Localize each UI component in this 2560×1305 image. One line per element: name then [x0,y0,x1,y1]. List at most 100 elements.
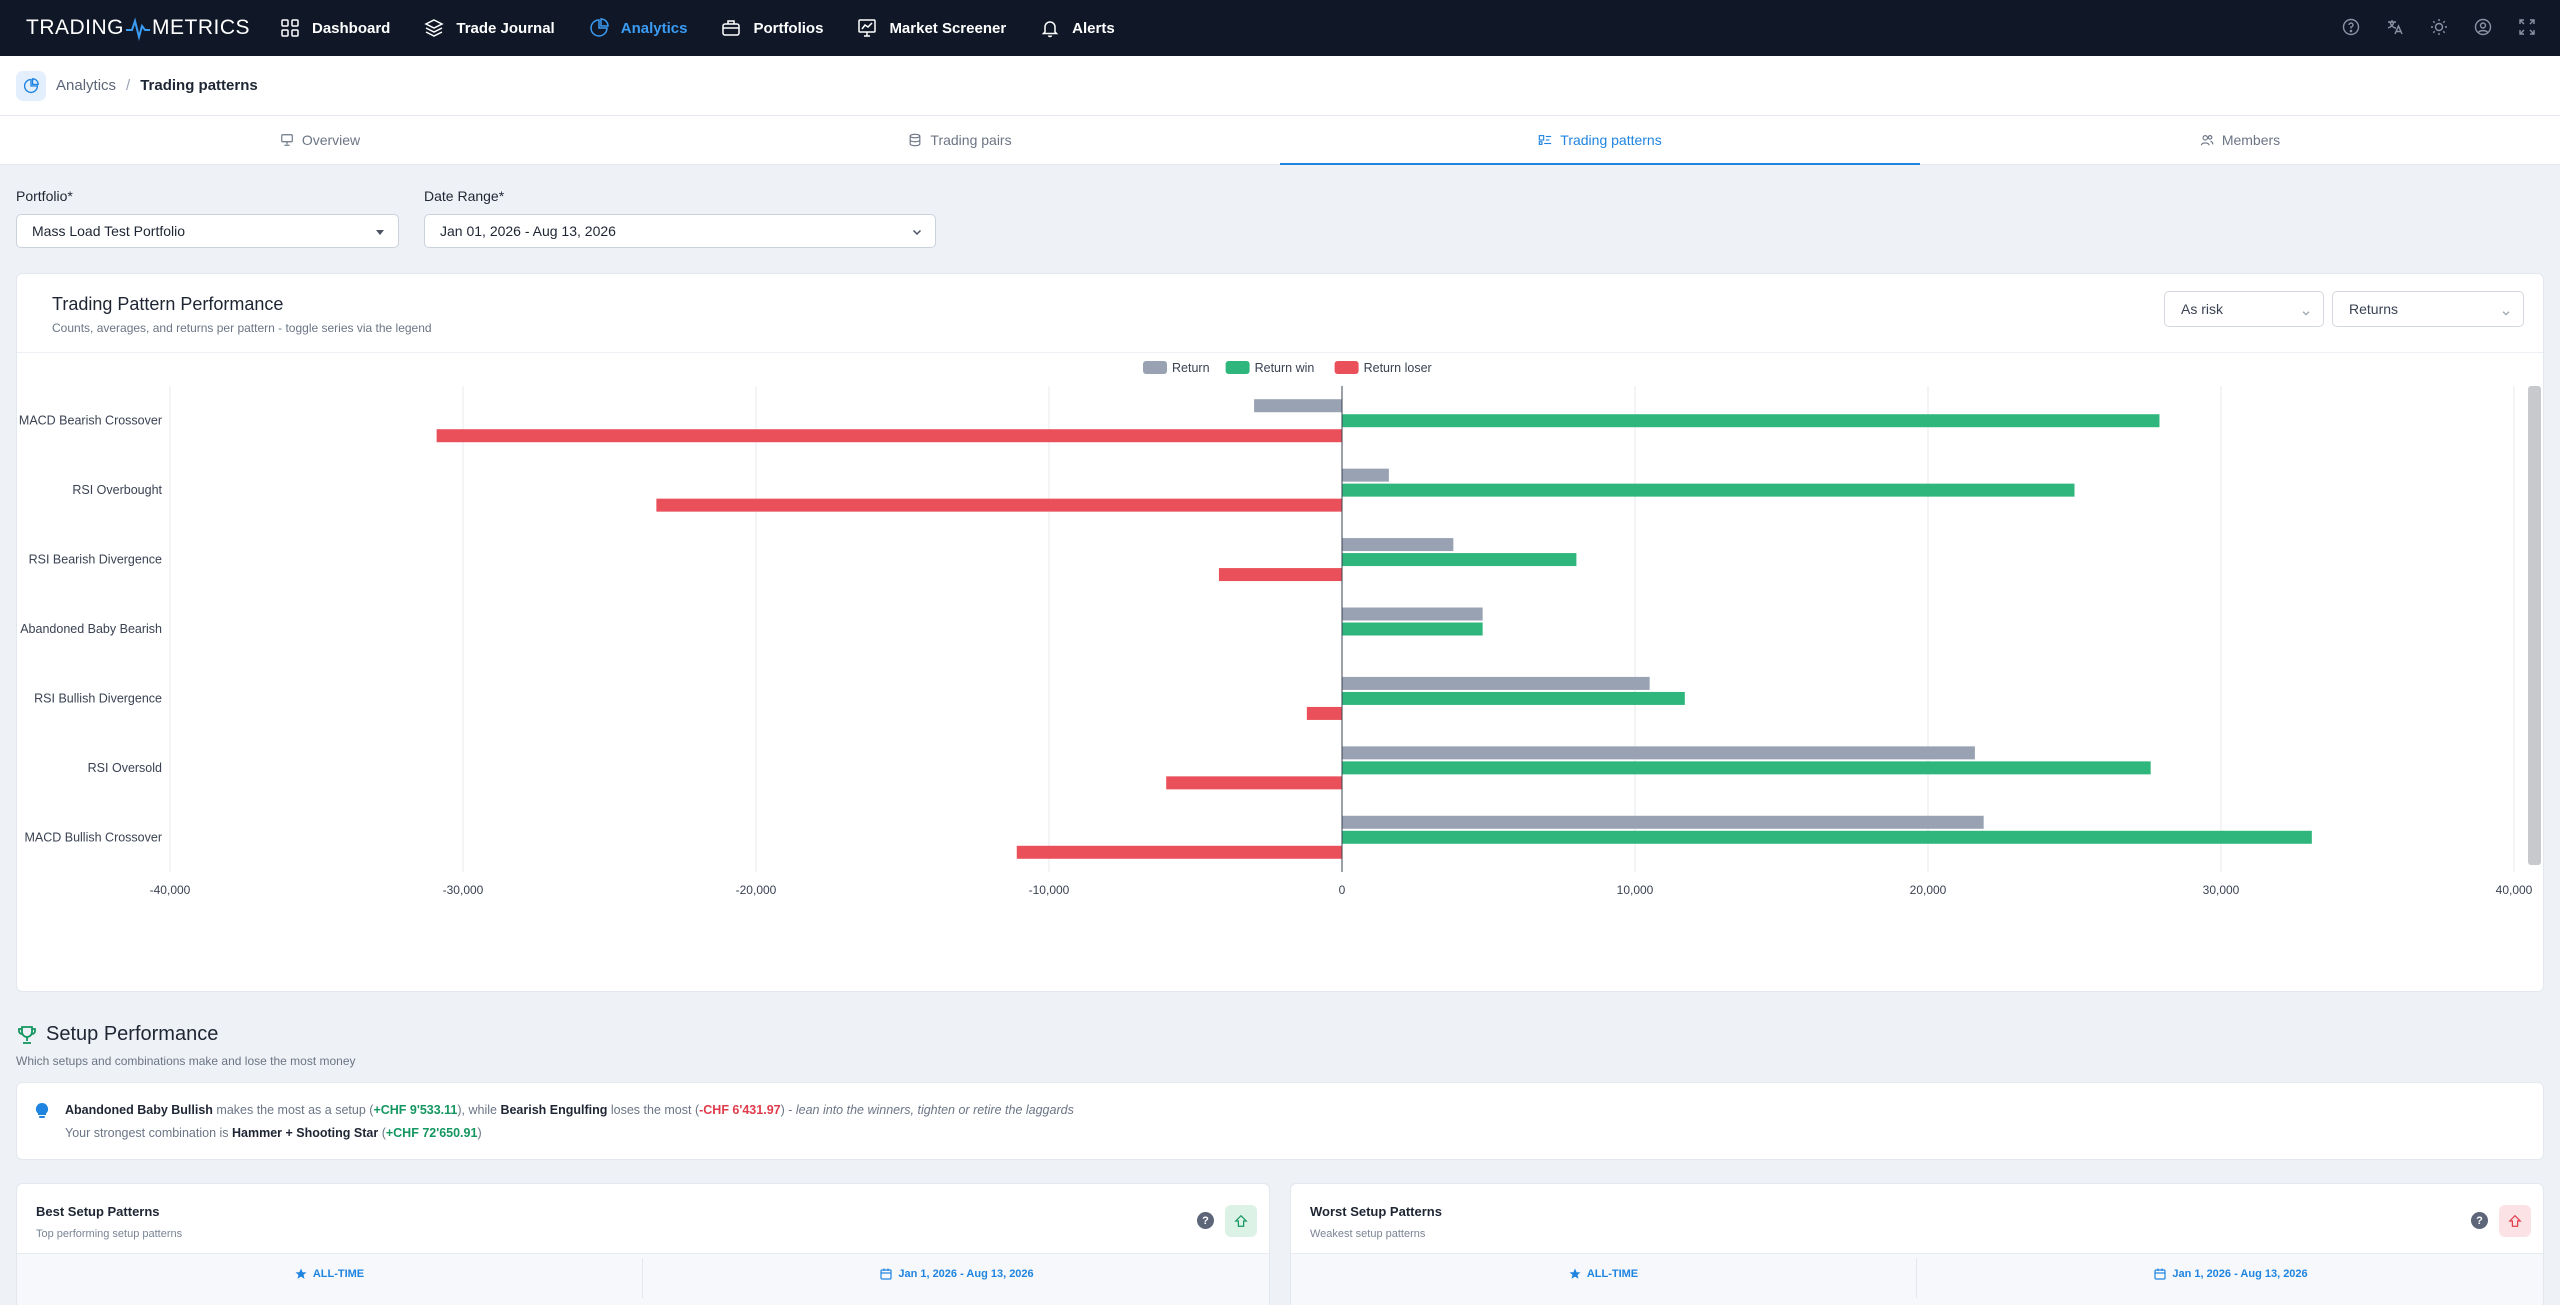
worst-action-button[interactable] [2499,1205,2531,1237]
nav-alerts[interactable]: Alerts [1040,18,1115,38]
help-icon[interactable]: ? [2471,1212,2488,1229]
tab-overview-label: Overview [301,132,361,148]
bar-return[interactable] [1342,676,1650,690]
best-action-button[interactable] [1225,1205,1257,1237]
help-icon[interactable] [2342,18,2362,38]
bar-return-win[interactable] [1342,830,2312,844]
bar-return-loser[interactable] [436,429,1342,443]
best-col-range-label[interactable]: Jan 1, 2026 - Aug 13, 2026 [643,1268,1271,1280]
date-range-text: Jan 1, 2026 - Aug 13, 2026 [898,1268,1034,1280]
insight-text: makes the most as a setup ( [212,1103,374,1117]
top-navigation: TRADING METRICS Dashboard Trade Journal … [0,0,2560,56]
x-tick-label: 30,000 [2203,883,2240,897]
metric-select[interactable]: Returns [2332,291,2524,327]
tab-overview[interactable]: Overview [0,116,640,164]
bar-return[interactable] [1342,815,1984,829]
alltime-text: ALL-TIME [1586,1268,1639,1280]
logo-text-trading: TRADING [26,16,124,39]
bar-return-loser[interactable] [1306,706,1342,720]
setup-title-text: Setup Performance [46,1023,219,1045]
date-range-picker[interactable]: Jan 01, 2026 - Aug 13, 2026 [424,214,936,248]
risk-mode-select[interactable]: As risk [2164,291,2324,327]
insight-line-2: Your strongest combination is Hammer + S… [65,1126,482,1140]
worst-col-range-label[interactable]: Jan 1, 2026 - Aug 13, 2026 [1917,1268,2545,1280]
chart-title: Trading Pattern Performance [52,294,284,314]
bar-return-loser[interactable] [1016,845,1342,859]
sun-icon[interactable] [2430,18,2450,38]
best-col-range: Jan 1, 2026 - Aug 13, 2026 [643,1254,1271,1305]
bar-return-loser[interactable] [1166,776,1342,790]
nav-right-tools [2342,0,2538,56]
legend-swatch-2[interactable] [1334,361,1359,374]
fullscreen-icon[interactable] [2518,18,2538,38]
insight-text: ) - [780,1103,796,1117]
nav-market-screener-label: Market Screener [889,19,1007,37]
y-category-label: Abandoned Baby Bearish [20,622,162,636]
nav-market-screener[interactable]: Market Screener [857,18,1006,38]
tab-trading-pairs-label: Trading pairs [930,132,1012,148]
y-category-label: RSI Overbought [72,483,162,497]
nav-analytics[interactable]: Analytics [589,18,688,38]
nav-analytics-label: Analytics [620,19,688,37]
chart-scrollbar[interactable] [2528,386,2541,865]
nav-dashboard[interactable]: Dashboard [280,18,390,38]
x-tick-label: 20,000 [1910,883,1947,897]
legend-swatch-1[interactable] [1225,361,1250,374]
alltime-text: ALL-TIME [312,1268,365,1280]
legend-label-0[interactable]: Return [1172,361,1210,375]
tab-members[interactable]: Members [1920,116,2560,164]
trading-pattern-performance-card: Trading Pattern Performance Counts, aver… [16,273,2544,992]
analytics-pie-icon [16,70,46,101]
thumbs-icon [1234,1214,1248,1227]
bar-return[interactable] [1342,468,1389,482]
bar-return[interactable] [1342,607,1483,621]
portfolio-select[interactable]: Mass Load Test Portfolio [16,214,399,248]
briefcase-icon [721,18,741,38]
worst-setup-patterns-card: Worst Setup Patterns Weakest setup patte… [1290,1183,2544,1305]
bar-return[interactable] [1342,746,1975,760]
grid-icon [280,18,300,38]
bar-return[interactable] [1254,399,1342,413]
y-category-label: RSI Bearish Divergence [29,553,162,567]
bar-return-loser[interactable] [1218,568,1342,582]
legend-label-1[interactable]: Return win [1255,361,1315,375]
user-icon[interactable] [2474,18,2494,38]
bar-return-win[interactable] [1342,622,1483,636]
y-category-label: RSI Oversold [88,761,162,775]
date-range-text: Jan 1, 2026 - Aug 13, 2026 [2172,1268,2308,1280]
tab-trading-patterns-label: Trading patterns [1560,132,1662,148]
card-divider [17,352,2543,353]
bar-return-win[interactable] [1342,483,2075,497]
star-icon [1569,1268,1581,1280]
bar-return-win[interactable] [1342,691,1685,705]
tab-members-label: Members [2221,132,2281,148]
bar-return-win[interactable] [1342,553,1577,567]
nav-trade-journal[interactable]: Trade Journal [424,18,555,38]
nav-alerts-label: Alerts [1072,19,1115,37]
x-tick-label: 0 [1339,883,1346,897]
bar-return-win[interactable] [1342,414,2160,428]
bar-return-win[interactable] [1342,761,2151,775]
breadcrumb-analytics[interactable]: Analytics [56,77,117,94]
best-combination-name: Hammer + Shooting Star [232,1126,379,1140]
best-col-alltime-label[interactable]: ALL-TIME [17,1268,642,1280]
worst-col-alltime-label[interactable]: ALL-TIME [1291,1268,1916,1280]
tab-trading-pairs[interactable]: Trading pairs [640,116,1280,164]
x-tick-label: -40,000 [150,883,191,897]
bar-return-loser[interactable] [656,498,1342,512]
translate-icon[interactable] [2386,18,2406,38]
app-logo[interactable]: TRADING METRICS [26,15,250,41]
help-icon[interactable]: ? [1197,1212,1214,1229]
worst-col-alltime: ALL-TIME [1291,1254,1916,1305]
nav-portfolios[interactable]: Portfolios [721,18,823,38]
legend-swatch-0[interactable] [1143,361,1167,374]
calendar-icon [2154,1268,2166,1280]
legend-label-2[interactable]: Return loser [1364,361,1432,375]
best-card-subtitle: Top performing setup patterns [36,1228,183,1240]
tab-trading-patterns[interactable]: Trading patterns [1280,116,1920,165]
bar-return[interactable] [1342,538,1454,552]
nav-dashboard-label: Dashboard [312,19,391,37]
breadcrumb-separator: / [126,77,131,94]
x-tick-label: -10,000 [1029,883,1070,897]
chevron-down-icon [911,225,923,241]
